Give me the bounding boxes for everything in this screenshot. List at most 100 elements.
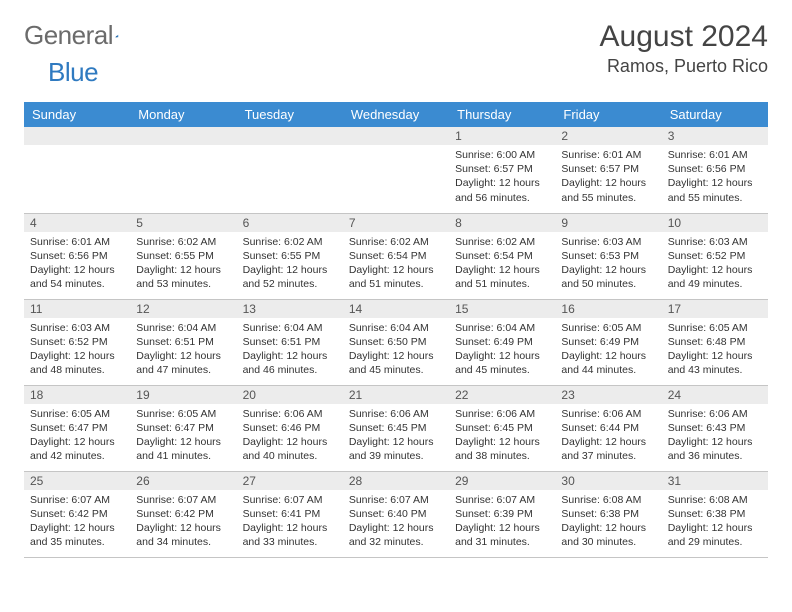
day-number: 30	[555, 472, 661, 490]
daylight-text: Daylight: 12 hours and 41 minutes.	[136, 435, 230, 463]
dayname-4: Thursday	[449, 102, 555, 127]
daylight-text: Daylight: 12 hours and 48 minutes.	[30, 349, 124, 377]
sunset-text: Sunset: 6:54 PM	[455, 249, 549, 263]
calendar-cell: 16Sunrise: 6:05 AMSunset: 6:49 PMDayligh…	[555, 299, 661, 385]
day-number: 22	[449, 386, 555, 404]
daylight-text: Daylight: 12 hours and 55 minutes.	[561, 176, 655, 204]
sunrise-text: Sunrise: 6:04 AM	[455, 321, 549, 335]
sunset-text: Sunset: 6:45 PM	[349, 421, 443, 435]
day-details: Sunrise: 6:01 AMSunset: 6:56 PMDaylight:…	[24, 232, 130, 296]
calendar-cell: 26Sunrise: 6:07 AMSunset: 6:42 PMDayligh…	[130, 471, 236, 557]
sunset-text: Sunset: 6:40 PM	[349, 507, 443, 521]
sunrise-text: Sunrise: 6:04 AM	[136, 321, 230, 335]
calendar-row: 1Sunrise: 6:00 AMSunset: 6:57 PMDaylight…	[24, 127, 768, 213]
day-details: Sunrise: 6:07 AMSunset: 6:42 PMDaylight:…	[24, 490, 130, 554]
sunrise-text: Sunrise: 6:08 AM	[561, 493, 655, 507]
day-number: 12	[130, 300, 236, 318]
calendar-cell: 15Sunrise: 6:04 AMSunset: 6:49 PMDayligh…	[449, 299, 555, 385]
day-details: Sunrise: 6:01 AMSunset: 6:57 PMDaylight:…	[555, 145, 661, 209]
calendar-table: Sunday Monday Tuesday Wednesday Thursday…	[24, 102, 768, 558]
sunrise-text: Sunrise: 6:02 AM	[136, 235, 230, 249]
sunset-text: Sunset: 6:39 PM	[455, 507, 549, 521]
day-details: Sunrise: 6:07 AMSunset: 6:41 PMDaylight:…	[237, 490, 343, 554]
sunset-text: Sunset: 6:51 PM	[243, 335, 337, 349]
day-number: 4	[24, 214, 130, 232]
day-number: 26	[130, 472, 236, 490]
sunrise-text: Sunrise: 6:01 AM	[561, 148, 655, 162]
title-block: August 2024 Ramos, Puerto Rico	[600, 20, 768, 77]
sunset-text: Sunset: 6:44 PM	[561, 421, 655, 435]
sunrise-text: Sunrise: 6:05 AM	[561, 321, 655, 335]
calendar-cell	[237, 127, 343, 213]
sunset-text: Sunset: 6:52 PM	[30, 335, 124, 349]
day-details: Sunrise: 6:03 AMSunset: 6:53 PMDaylight:…	[555, 232, 661, 296]
sunrise-text: Sunrise: 6:02 AM	[243, 235, 337, 249]
daylight-text: Daylight: 12 hours and 44 minutes.	[561, 349, 655, 377]
logo: General	[24, 20, 139, 51]
sunrise-text: Sunrise: 6:07 AM	[455, 493, 549, 507]
day-number: 31	[662, 472, 768, 490]
day-details: Sunrise: 6:05 AMSunset: 6:47 PMDaylight:…	[130, 404, 236, 468]
day-number: 3	[662, 127, 768, 145]
day-details: Sunrise: 6:04 AMSunset: 6:49 PMDaylight:…	[449, 318, 555, 382]
calendar-cell: 9Sunrise: 6:03 AMSunset: 6:53 PMDaylight…	[555, 213, 661, 299]
daylight-text: Daylight: 12 hours and 51 minutes.	[349, 263, 443, 291]
calendar-cell: 25Sunrise: 6:07 AMSunset: 6:42 PMDayligh…	[24, 471, 130, 557]
day-details: Sunrise: 6:02 AMSunset: 6:55 PMDaylight:…	[130, 232, 236, 296]
sunset-text: Sunset: 6:42 PM	[136, 507, 230, 521]
sunset-text: Sunset: 6:43 PM	[668, 421, 762, 435]
day-details: Sunrise: 6:04 AMSunset: 6:50 PMDaylight:…	[343, 318, 449, 382]
calendar-cell: 17Sunrise: 6:05 AMSunset: 6:48 PMDayligh…	[662, 299, 768, 385]
day-number: 6	[237, 214, 343, 232]
sunrise-text: Sunrise: 6:06 AM	[455, 407, 549, 421]
daynum-empty	[24, 127, 130, 145]
sunrise-text: Sunrise: 6:03 AM	[668, 235, 762, 249]
daylight-text: Daylight: 12 hours and 45 minutes.	[455, 349, 549, 377]
calendar-head: Sunday Monday Tuesday Wednesday Thursday…	[24, 102, 768, 127]
sunset-text: Sunset: 6:57 PM	[455, 162, 549, 176]
day-number: 18	[24, 386, 130, 404]
calendar-cell: 31Sunrise: 6:08 AMSunset: 6:38 PMDayligh…	[662, 471, 768, 557]
daylight-text: Daylight: 12 hours and 30 minutes.	[561, 521, 655, 549]
calendar-row: 4Sunrise: 6:01 AMSunset: 6:56 PMDaylight…	[24, 213, 768, 299]
calendar-cell	[130, 127, 236, 213]
daylight-text: Daylight: 12 hours and 51 minutes.	[455, 263, 549, 291]
day-number: 15	[449, 300, 555, 318]
day-details: Sunrise: 6:04 AMSunset: 6:51 PMDaylight:…	[237, 318, 343, 382]
day-details: Sunrise: 6:02 AMSunset: 6:54 PMDaylight:…	[449, 232, 555, 296]
day-number: 28	[343, 472, 449, 490]
calendar-cell: 21Sunrise: 6:06 AMSunset: 6:45 PMDayligh…	[343, 385, 449, 471]
calendar-cell: 10Sunrise: 6:03 AMSunset: 6:52 PMDayligh…	[662, 213, 768, 299]
calendar-cell: 8Sunrise: 6:02 AMSunset: 6:54 PMDaylight…	[449, 213, 555, 299]
calendar-cell: 6Sunrise: 6:02 AMSunset: 6:55 PMDaylight…	[237, 213, 343, 299]
calendar-cell	[343, 127, 449, 213]
day-details: Sunrise: 6:06 AMSunset: 6:46 PMDaylight:…	[237, 404, 343, 468]
day-number: 24	[662, 386, 768, 404]
day-number: 8	[449, 214, 555, 232]
day-details: Sunrise: 6:08 AMSunset: 6:38 PMDaylight:…	[662, 490, 768, 554]
daylight-text: Daylight: 12 hours and 36 minutes.	[668, 435, 762, 463]
dayname-3: Wednesday	[343, 102, 449, 127]
calendar-cell	[24, 127, 130, 213]
sunrise-text: Sunrise: 6:03 AM	[561, 235, 655, 249]
daylight-text: Daylight: 12 hours and 53 minutes.	[136, 263, 230, 291]
daylight-text: Daylight: 12 hours and 54 minutes.	[30, 263, 124, 291]
day-number: 21	[343, 386, 449, 404]
sunset-text: Sunset: 6:42 PM	[30, 507, 124, 521]
sunset-text: Sunset: 6:47 PM	[136, 421, 230, 435]
sunset-text: Sunset: 6:45 PM	[455, 421, 549, 435]
dayname-0: Sunday	[24, 102, 130, 127]
calendar-cell: 18Sunrise: 6:05 AMSunset: 6:47 PMDayligh…	[24, 385, 130, 471]
day-details: Sunrise: 6:05 AMSunset: 6:48 PMDaylight:…	[662, 318, 768, 382]
daylight-text: Daylight: 12 hours and 43 minutes.	[668, 349, 762, 377]
calendar-cell: 13Sunrise: 6:04 AMSunset: 6:51 PMDayligh…	[237, 299, 343, 385]
dayname-5: Friday	[555, 102, 661, 127]
location: Ramos, Puerto Rico	[600, 56, 768, 77]
sunrise-text: Sunrise: 6:02 AM	[349, 235, 443, 249]
day-number: 19	[130, 386, 236, 404]
day-number: 11	[24, 300, 130, 318]
calendar-cell: 12Sunrise: 6:04 AMSunset: 6:51 PMDayligh…	[130, 299, 236, 385]
day-details: Sunrise: 6:07 AMSunset: 6:39 PMDaylight:…	[449, 490, 555, 554]
daylight-text: Daylight: 12 hours and 32 minutes.	[349, 521, 443, 549]
sunrise-text: Sunrise: 6:07 AM	[136, 493, 230, 507]
